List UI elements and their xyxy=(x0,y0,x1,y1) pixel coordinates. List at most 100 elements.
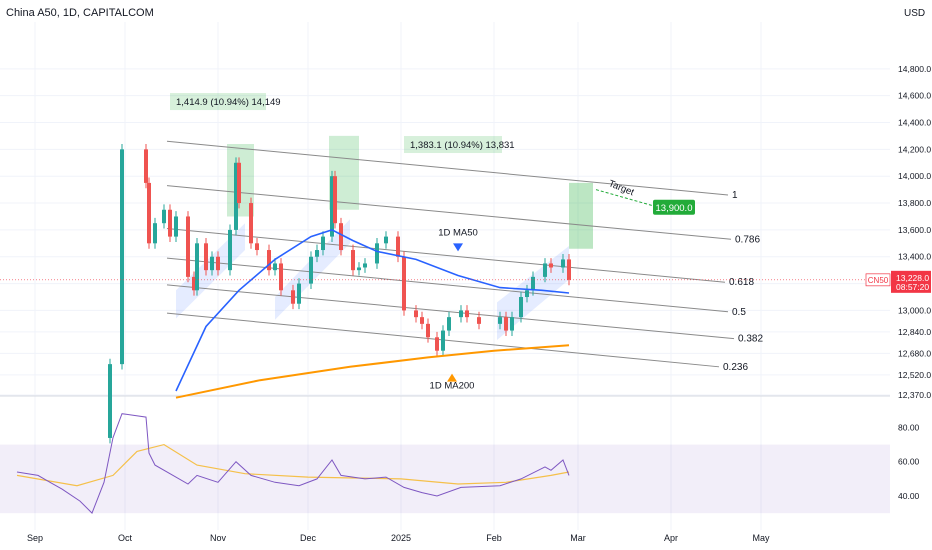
ma200-label: 1D MA200 xyxy=(430,380,475,391)
moving-averages xyxy=(175,229,570,399)
y-tick-label: 12,680.0 xyxy=(898,348,931,358)
symbol-tag-box xyxy=(865,273,891,287)
candle-body xyxy=(249,203,253,244)
y-tick-label: 14,200.0 xyxy=(898,144,931,154)
x-tick-label: May xyxy=(752,533,770,543)
x-tick-label: Feb xyxy=(486,533,502,543)
candle-body xyxy=(204,243,208,271)
candle-body xyxy=(525,290,529,298)
candle-body xyxy=(543,263,547,277)
candle-body xyxy=(339,223,343,251)
candle-body xyxy=(174,216,178,237)
candle-body xyxy=(234,162,238,230)
countdown: 08:57:20 xyxy=(896,282,929,292)
blue-channel-zone xyxy=(176,223,245,319)
symbol-tag: CN50 xyxy=(868,276,889,285)
candle-body xyxy=(477,317,481,324)
candle-body xyxy=(420,317,424,324)
candle-body xyxy=(120,149,124,365)
fib-label: 0.618 xyxy=(729,277,754,288)
measure-label-2: 1,383.1 (10.94%) 13,831 xyxy=(410,140,515,151)
rsi-tick-label: 40.00 xyxy=(898,491,920,501)
y-tick-label: 13,400.0 xyxy=(898,252,931,262)
candle-body xyxy=(531,276,535,291)
candle-body xyxy=(402,256,406,311)
ma50-label: 1D MA50 xyxy=(438,227,478,238)
candle-body xyxy=(333,176,337,224)
x-tick-label: Dec xyxy=(300,533,317,543)
candle-body xyxy=(153,223,157,244)
x-tick-label: 2025 xyxy=(391,533,411,543)
candle-body xyxy=(291,290,295,304)
candle-body xyxy=(162,209,166,224)
candle-body xyxy=(441,330,445,351)
currency-label: USD xyxy=(904,8,925,19)
candle-body xyxy=(435,337,439,351)
y-tick-label: 13,000.0 xyxy=(898,305,931,315)
candle-body xyxy=(228,229,232,271)
y-tick-label: 14,800.0 xyxy=(898,64,931,74)
candle-body xyxy=(168,209,172,237)
x-tick-label: Apr xyxy=(664,533,678,543)
rsi-ma-line xyxy=(16,443,570,487)
axes: 12,370.0 12,520.0 12,680.0 12,840.0 13,000.0… xyxy=(0,64,931,543)
fib-label: 1 xyxy=(732,190,738,201)
candle-body xyxy=(192,276,196,291)
fib-label: 0.5 xyxy=(732,307,746,318)
target-zone xyxy=(569,182,593,249)
ma200-line xyxy=(175,344,570,399)
candles xyxy=(108,143,571,444)
candle-body xyxy=(465,310,469,318)
y-tick-label: 14,400.0 xyxy=(898,118,931,128)
candle-body xyxy=(567,259,571,280)
fib-label: 0.382 xyxy=(738,334,763,345)
candle-body xyxy=(459,310,463,318)
channel-line xyxy=(166,228,726,283)
candle-body xyxy=(147,182,151,244)
candle-body xyxy=(561,259,565,268)
ma50-line xyxy=(175,229,570,392)
measure-label-1-box xyxy=(170,93,266,111)
candle-body xyxy=(447,317,451,331)
candle-body xyxy=(375,243,379,264)
candle-body xyxy=(396,236,400,257)
candle-body xyxy=(255,243,259,251)
candle-body xyxy=(549,263,553,268)
candle-body xyxy=(144,149,148,183)
x-tick-label: Sep xyxy=(27,533,43,543)
candle-body xyxy=(426,323,430,338)
candle-body xyxy=(108,364,112,438)
y-tick-label: 14,600.0 xyxy=(898,91,931,101)
candle-body xyxy=(504,317,508,331)
fib-label: 0.786 xyxy=(735,234,760,245)
candle-body xyxy=(186,216,190,277)
y-tick-label: 13,800.0 xyxy=(898,198,931,208)
x-tick-label: Nov xyxy=(210,533,227,543)
measure-label-2-box xyxy=(404,136,502,154)
channel-line xyxy=(166,257,729,313)
channel-lines: 1 0.786 0.618 0.5 0.382 0.236 xyxy=(166,140,763,373)
x-tick-label: Oct xyxy=(118,533,133,543)
candle-body xyxy=(357,267,361,271)
candle-body xyxy=(216,256,220,271)
candle-body xyxy=(510,317,514,331)
candle-body xyxy=(321,236,325,251)
ma50-arrow-icon xyxy=(453,243,463,252)
candle-body xyxy=(279,263,283,291)
candle-body xyxy=(363,263,367,268)
y-tick-label: 12,840.0 xyxy=(898,327,931,337)
candle-body xyxy=(498,317,502,324)
candle-body xyxy=(210,256,214,271)
y-tick-label: 14,000.0 xyxy=(898,171,931,181)
rsi-tick-label: 60.00 xyxy=(898,457,920,467)
rsi-band xyxy=(0,444,890,514)
candle-body xyxy=(273,263,277,271)
candle-body xyxy=(414,310,418,318)
fib-label: 0.236 xyxy=(723,362,748,373)
candle-body xyxy=(237,162,241,204)
candle-body xyxy=(267,250,271,271)
channel-line xyxy=(166,185,732,240)
rsi-line xyxy=(16,413,570,514)
